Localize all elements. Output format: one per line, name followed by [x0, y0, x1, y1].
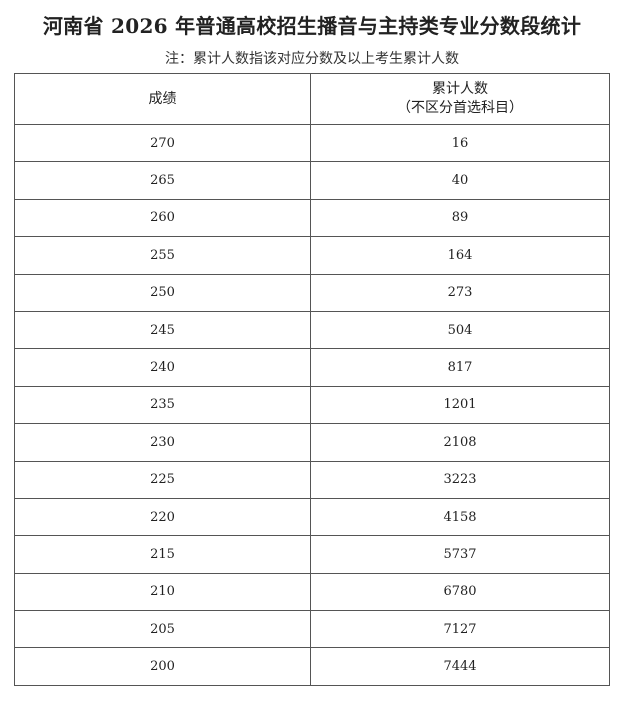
cell-count: 504	[310, 310, 610, 350]
table-row: 245 504	[14, 310, 610, 350]
table-row: 200 7444	[14, 647, 610, 686]
cell-score: 260	[14, 198, 311, 238]
table-row: 270 16	[14, 123, 610, 163]
cell-score: 265	[14, 161, 311, 200]
cell-score: 200	[14, 647, 311, 686]
cell-count: 89	[310, 198, 610, 238]
cell-score: 245	[14, 310, 311, 350]
cell-score: 240	[14, 348, 311, 387]
table-row: 230 2108	[14, 423, 610, 462]
table-note: 注：累计人数指该对应分数及以上考生累计人数	[165, 51, 459, 67]
table-row: 250 273	[14, 273, 610, 312]
table-header-row: 成绩 累计人数 （不区分首选科目）	[14, 73, 610, 125]
cell-score: 220	[14, 497, 311, 537]
cell-score: 225	[14, 460, 311, 499]
table-row: 265 40	[14, 161, 610, 200]
cell-score: 215	[14, 535, 311, 574]
header-score: 成绩	[14, 73, 311, 125]
cell-count: 4158	[310, 497, 610, 537]
table-row: 220 4158	[14, 497, 610, 537]
cell-score: 205	[14, 610, 311, 649]
table-row: 235 1201	[14, 385, 610, 425]
cell-count: 6780	[310, 572, 610, 612]
cell-score: 210	[14, 572, 311, 612]
table-row: 260 89	[14, 198, 610, 238]
cell-score: 230	[14, 423, 311, 462]
cell-score: 270	[14, 123, 311, 163]
header-cumulative-label: 累计人数	[432, 81, 488, 97]
cell-count: 7127	[310, 610, 610, 649]
cell-count: 817	[310, 348, 610, 387]
cell-count: 1201	[310, 385, 610, 425]
cell-score: 235	[14, 385, 311, 425]
table-row: 240 817	[14, 348, 610, 387]
table-row: 255 164	[14, 236, 610, 275]
cell-count: 7444	[310, 647, 610, 686]
cell-count: 2108	[310, 423, 610, 462]
cell-score: 250	[14, 273, 311, 312]
cell-count: 3223	[310, 460, 610, 499]
table-row: 215 5737	[14, 535, 610, 574]
cell-count: 273	[310, 273, 610, 312]
cell-score: 255	[14, 236, 311, 275]
cell-count: 5737	[310, 535, 610, 574]
header-cumulative-sub: （不区分首选科目）	[397, 100, 523, 116]
cell-count: 164	[310, 236, 610, 275]
table-row: 205 7127	[14, 610, 610, 649]
score-table: 成绩 累计人数 （不区分首选科目） 270 16 265 40 260 89 255 164 2…	[14, 73, 610, 686]
cell-count: 40	[310, 161, 610, 200]
header-cumulative: 累计人数 （不区分首选科目）	[310, 73, 610, 125]
table-row: 225 3223	[14, 460, 610, 499]
page-title: 河南省 2026 年普通高校招生播音与主持类专业分数段统计	[42, 14, 582, 38]
table-row: 210 6780	[14, 572, 610, 612]
cell-count: 16	[310, 123, 610, 163]
